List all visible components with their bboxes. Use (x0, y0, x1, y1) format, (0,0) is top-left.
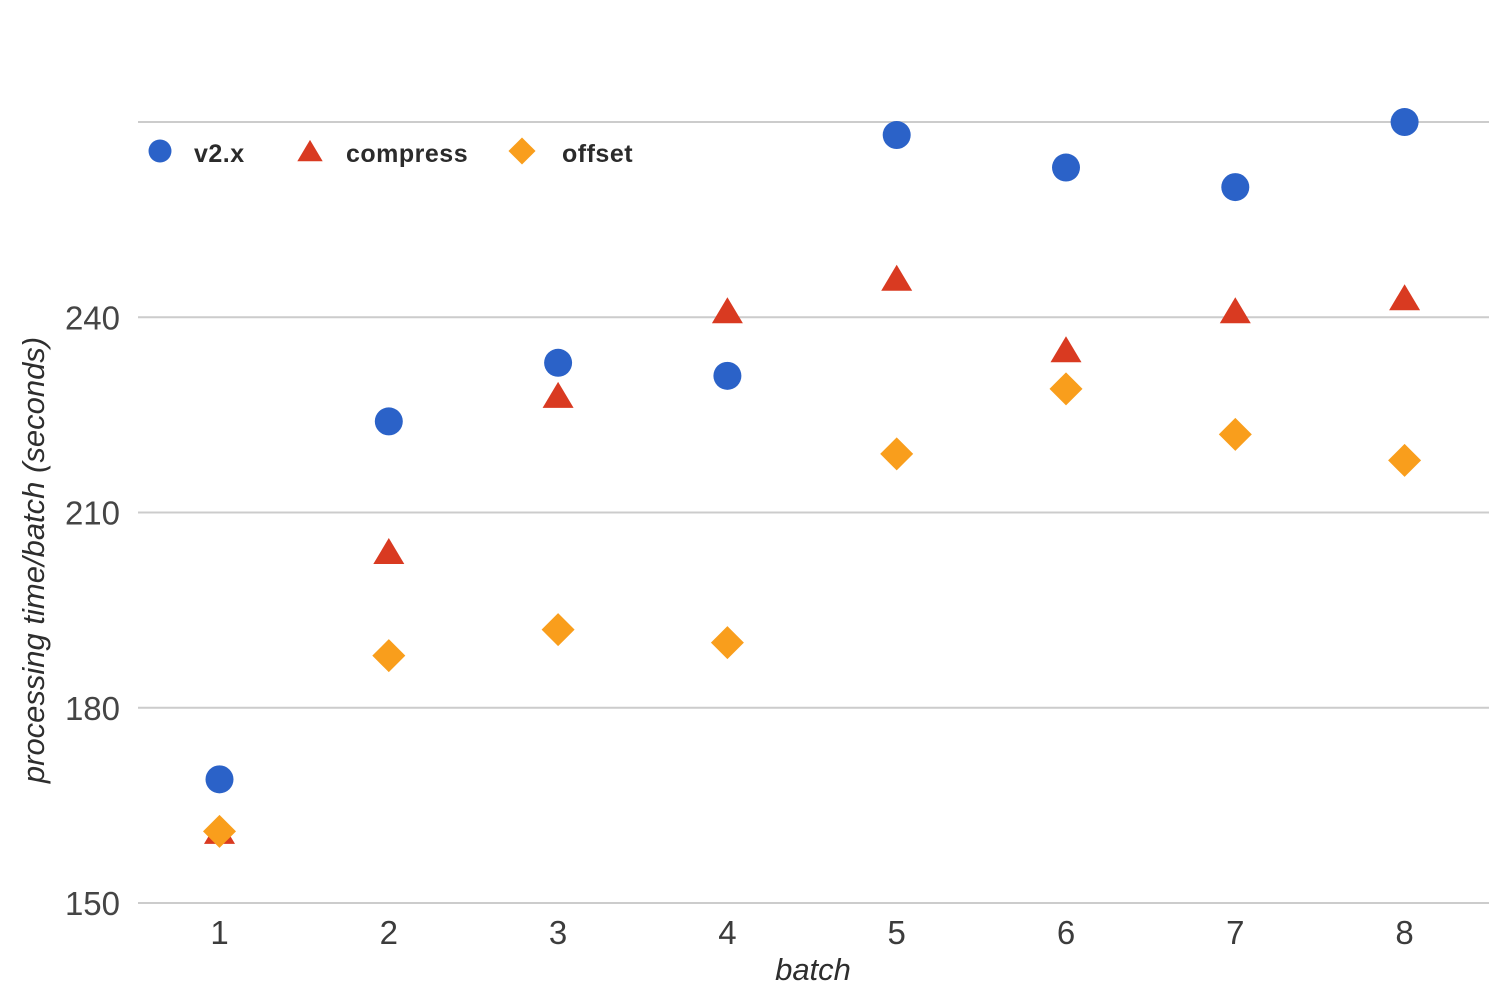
marker-offset-batch-6[interactable] (1049, 372, 1083, 406)
y-axis-tick-labels: 150 180 210 240 (65, 299, 120, 922)
y-tick-label-210: 210 (65, 495, 120, 532)
legend-marker-triangle-icon (297, 139, 323, 162)
marker-v2.x-batch-7[interactable] (1221, 173, 1250, 202)
x-tick-label-6: 6 (1057, 914, 1075, 951)
marker-v2.x-batch-5[interactable] (882, 121, 911, 150)
y-tick-label-240: 240 (65, 299, 120, 336)
x-tick-label-8: 8 (1395, 914, 1413, 951)
marker-compress-batch-6[interactable] (1050, 336, 1082, 363)
legend-item-offset[interactable]: offset (508, 137, 633, 168)
legend: v2.x compress offset (148, 137, 633, 168)
data-points-layer (203, 108, 1422, 848)
x-tick-label-2: 2 (380, 914, 398, 951)
marker-compress-batch-2[interactable] (373, 538, 405, 565)
marker-v2.x-batch-3[interactable] (544, 348, 573, 377)
x-tick-label-1: 1 (210, 914, 228, 951)
x-tick-label-5: 5 (888, 914, 906, 951)
marker-v2.x-batch-6[interactable] (1052, 153, 1080, 182)
y-tick-label-150: 150 (65, 885, 120, 922)
marker-compress-batch-8[interactable] (1389, 284, 1421, 311)
marker-offset-batch-5[interactable] (880, 437, 914, 471)
marker-v2.x-batch-4[interactable] (713, 361, 742, 390)
x-tick-label-7: 7 (1226, 914, 1244, 951)
y-axis-title: processing time/batch (seconds) (16, 337, 51, 784)
x-axis-tick-labels: 1 2 3 4 5 6 7 8 (210, 914, 1413, 951)
legend-marker-diamond-icon (508, 137, 536, 165)
x-axis-title: batch (775, 952, 851, 987)
series-v2.x (205, 108, 1419, 794)
series-compress (204, 264, 1421, 844)
legend-label-compress: compress (346, 140, 468, 168)
y-tick-label-180: 180 (65, 690, 120, 727)
legend-label-v2.x: v2.x (194, 140, 245, 168)
series-offset (203, 372, 1422, 848)
marker-compress-batch-5[interactable] (881, 264, 913, 291)
legend-marker-circle-icon (148, 139, 172, 163)
x-tick-label-3: 3 (549, 914, 567, 951)
marker-v2.x-batch-2[interactable] (374, 407, 403, 436)
marker-offset-batch-8[interactable] (1388, 443, 1422, 477)
marker-offset-batch-2[interactable] (372, 639, 406, 673)
gridlines-layer (138, 121, 1489, 904)
marker-compress-batch-7[interactable] (1219, 297, 1251, 324)
marker-compress-batch-4[interactable] (711, 297, 743, 324)
marker-offset-batch-7[interactable] (1218, 417, 1252, 451)
marker-v2.x-batch-1[interactable] (205, 765, 234, 794)
marker-compress-batch-3[interactable] (542, 381, 574, 408)
x-tick-label-4: 4 (718, 914, 736, 951)
legend-item-compress[interactable]: compress (297, 139, 468, 168)
marker-v2.x-batch-8[interactable] (1390, 108, 1419, 137)
marker-offset-batch-1[interactable] (203, 814, 236, 848)
marker-offset-batch-3[interactable] (541, 613, 575, 647)
legend-label-offset: offset (562, 140, 633, 168)
marker-offset-batch-4[interactable] (710, 626, 744, 660)
legend-item-v2.x[interactable]: v2.x (148, 139, 245, 168)
